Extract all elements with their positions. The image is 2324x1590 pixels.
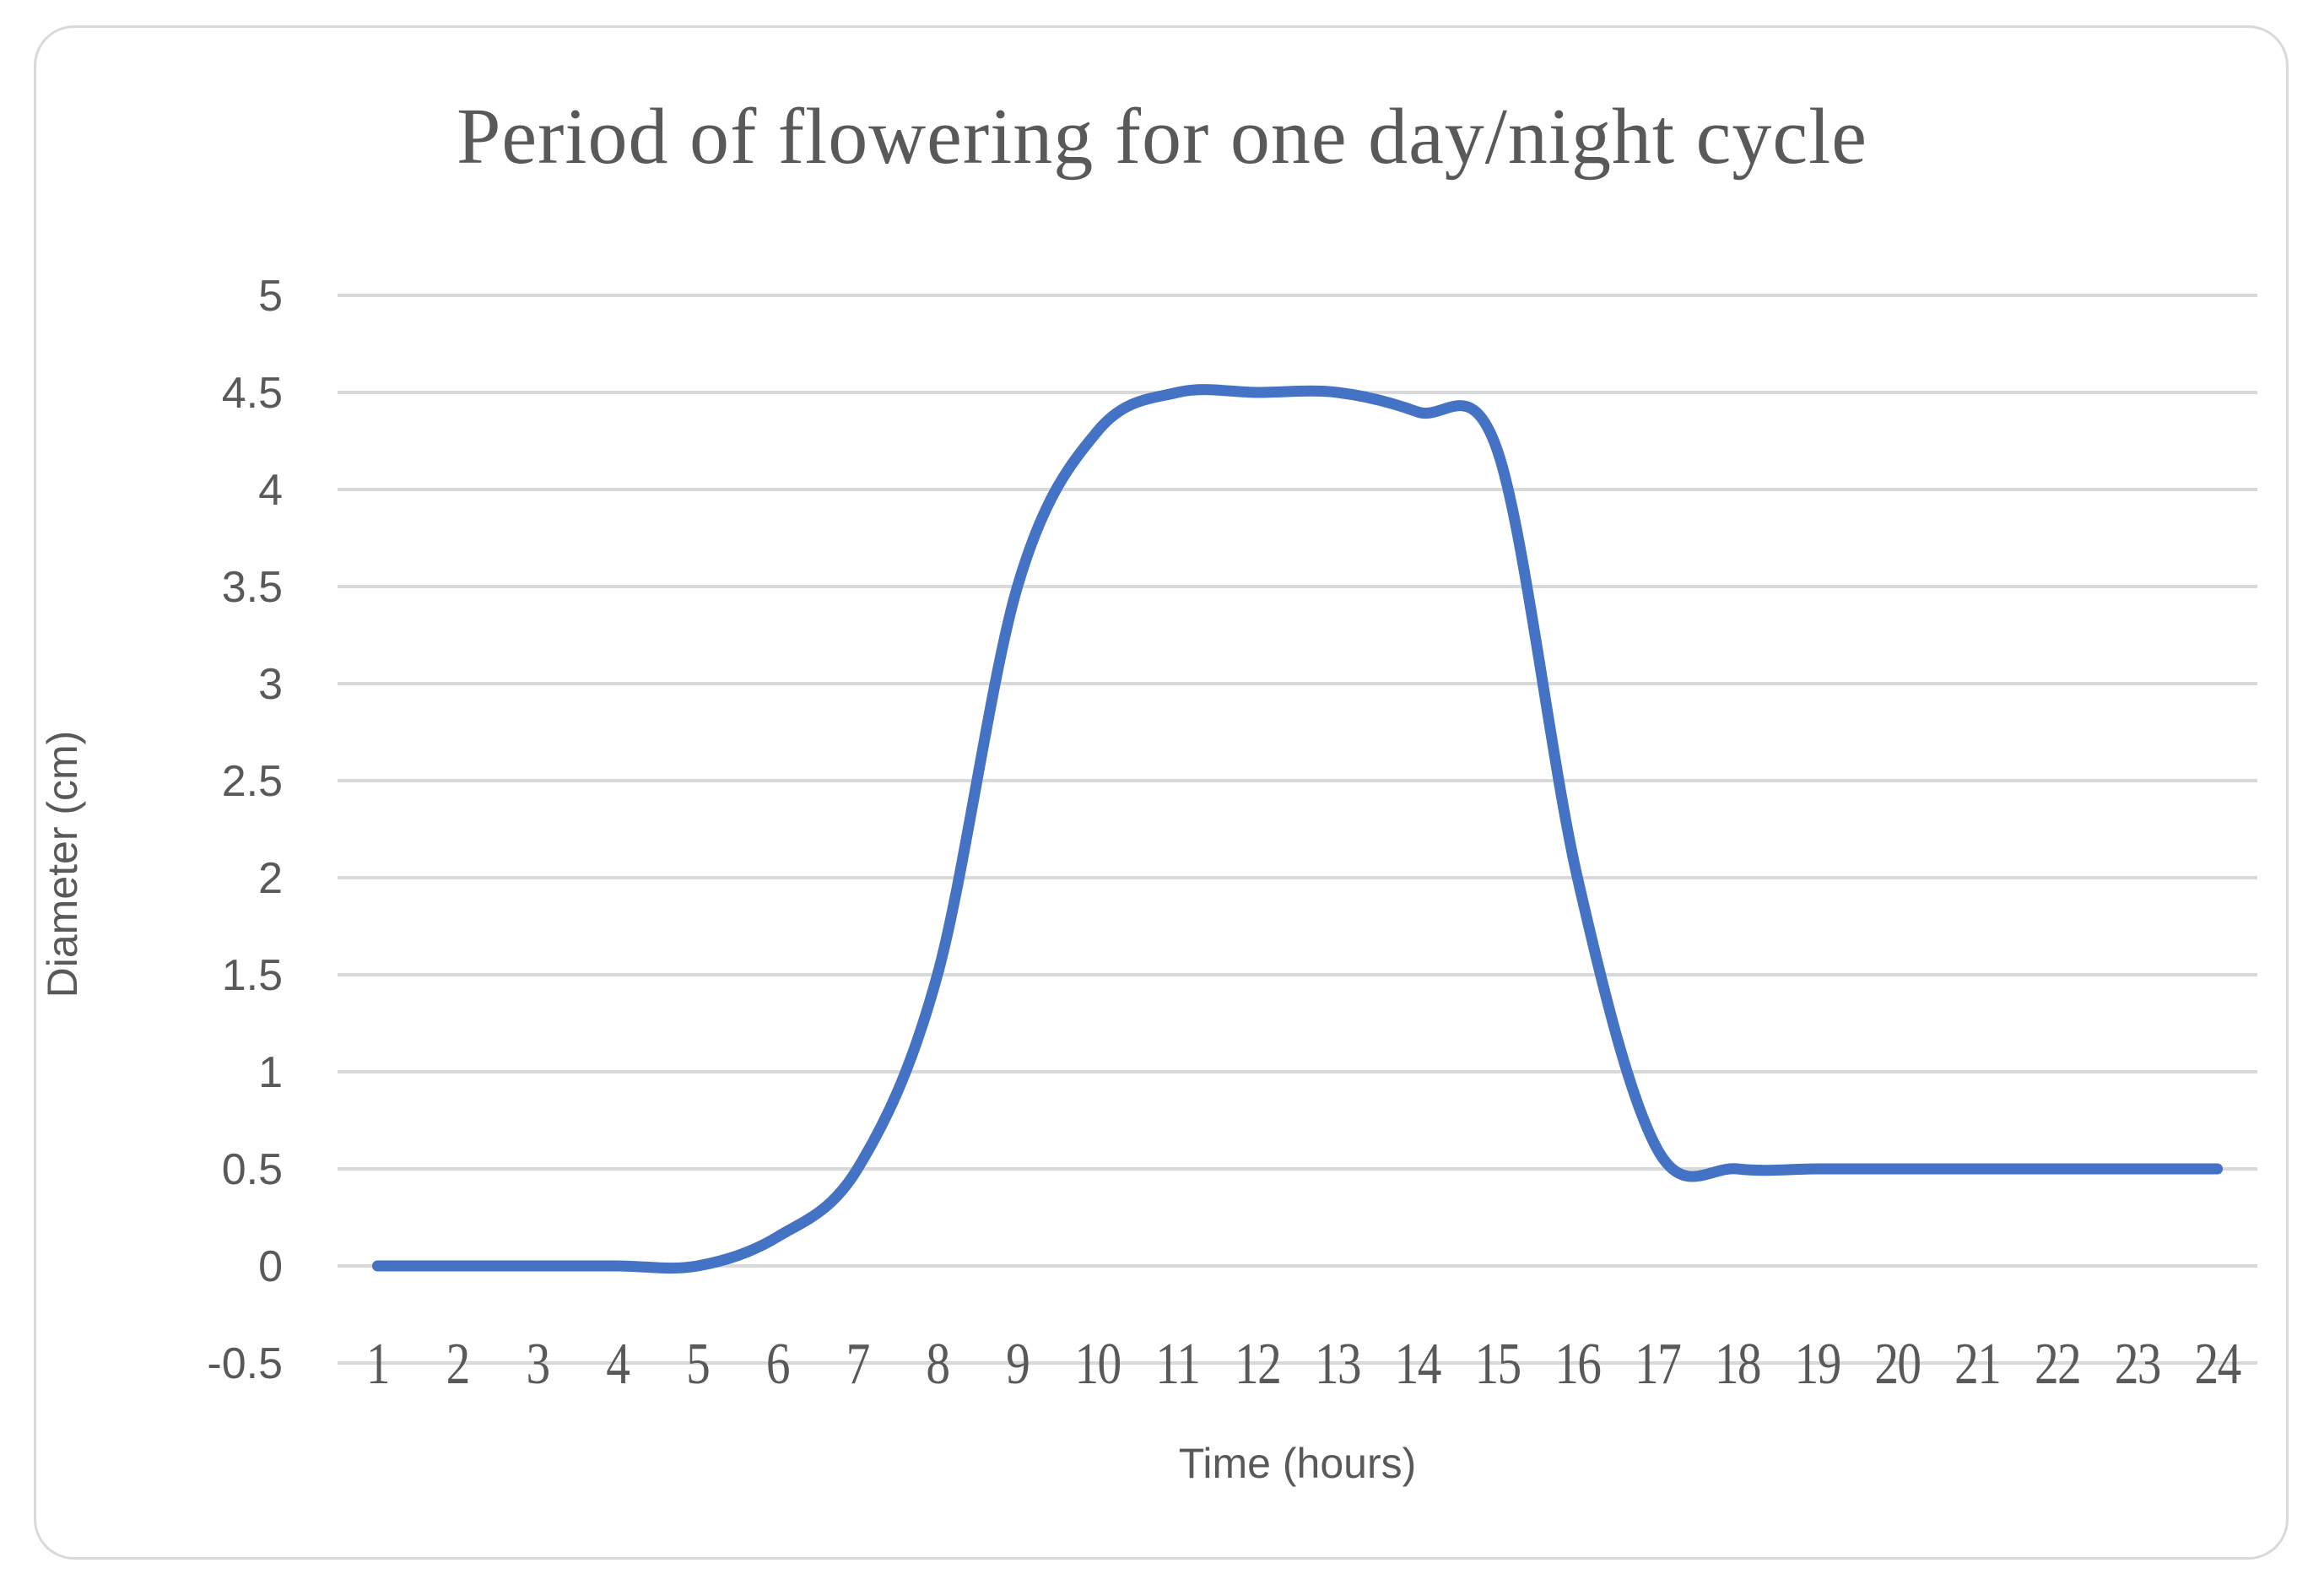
- y-tick-label: 2.5: [222, 757, 283, 806]
- x-tick-label: 22: [2035, 1331, 2080, 1397]
- y-tick-label: 1: [258, 1048, 283, 1097]
- x-tick-label: 3: [526, 1331, 549, 1397]
- y-tick-label: 2: [258, 854, 283, 903]
- y-axis-title: Diameter (cm): [39, 730, 86, 998]
- y-tick-label: 4.5: [222, 369, 283, 418]
- chart-border: [34, 25, 2289, 1560]
- x-tick-label: 12: [1235, 1331, 1280, 1397]
- x-tick-label: 11: [1155, 1331, 1199, 1397]
- x-tick-label: 4: [606, 1331, 630, 1397]
- x-tick-label: 16: [1554, 1331, 1601, 1397]
- flowering-series-line: [371, 384, 2224, 1274]
- x-tick-label: 7: [846, 1331, 870, 1397]
- x-tick-label: 2: [446, 1331, 469, 1397]
- chart-title: Period of flowering for one day/night cy…: [457, 93, 1867, 181]
- x-tick-label: 6: [766, 1331, 790, 1397]
- y-tick-label: 3: [258, 660, 283, 709]
- x-tick-label: 24: [2195, 1331, 2241, 1397]
- x-tick-label: 23: [2115, 1331, 2160, 1397]
- x-tick-label: 15: [1474, 1331, 1520, 1397]
- x-tick-label: 20: [1874, 1331, 1920, 1397]
- x-tick-label: 1: [366, 1331, 389, 1397]
- y-tick-label: 4: [258, 466, 283, 515]
- x-tick-label: 21: [1954, 1331, 2000, 1397]
- x-tick-label: 5: [686, 1331, 709, 1397]
- x-tick-label: 13: [1315, 1331, 1360, 1397]
- y-tick-label: 0.5: [222, 1145, 283, 1194]
- x-tick-label: 14: [1395, 1331, 1441, 1397]
- y-tick-label: 3.5: [222, 563, 283, 612]
- y-tick-label: 5: [258, 272, 283, 321]
- x-tick-label: 8: [926, 1331, 949, 1397]
- x-axis-title: Time (hours): [1178, 1440, 1417, 1487]
- y-tick-label: -0.5: [207, 1339, 283, 1388]
- x-tick-label: 19: [1795, 1331, 1840, 1397]
- x-tick-label: 18: [1715, 1331, 1760, 1397]
- x-tick-label: 10: [1074, 1331, 1120, 1397]
- y-tick-label: 0: [258, 1242, 283, 1291]
- x-tick-label: 9: [1006, 1331, 1029, 1397]
- y-tick-label: 1.5: [222, 951, 283, 1000]
- x-tick-label: 17: [1635, 1331, 1681, 1397]
